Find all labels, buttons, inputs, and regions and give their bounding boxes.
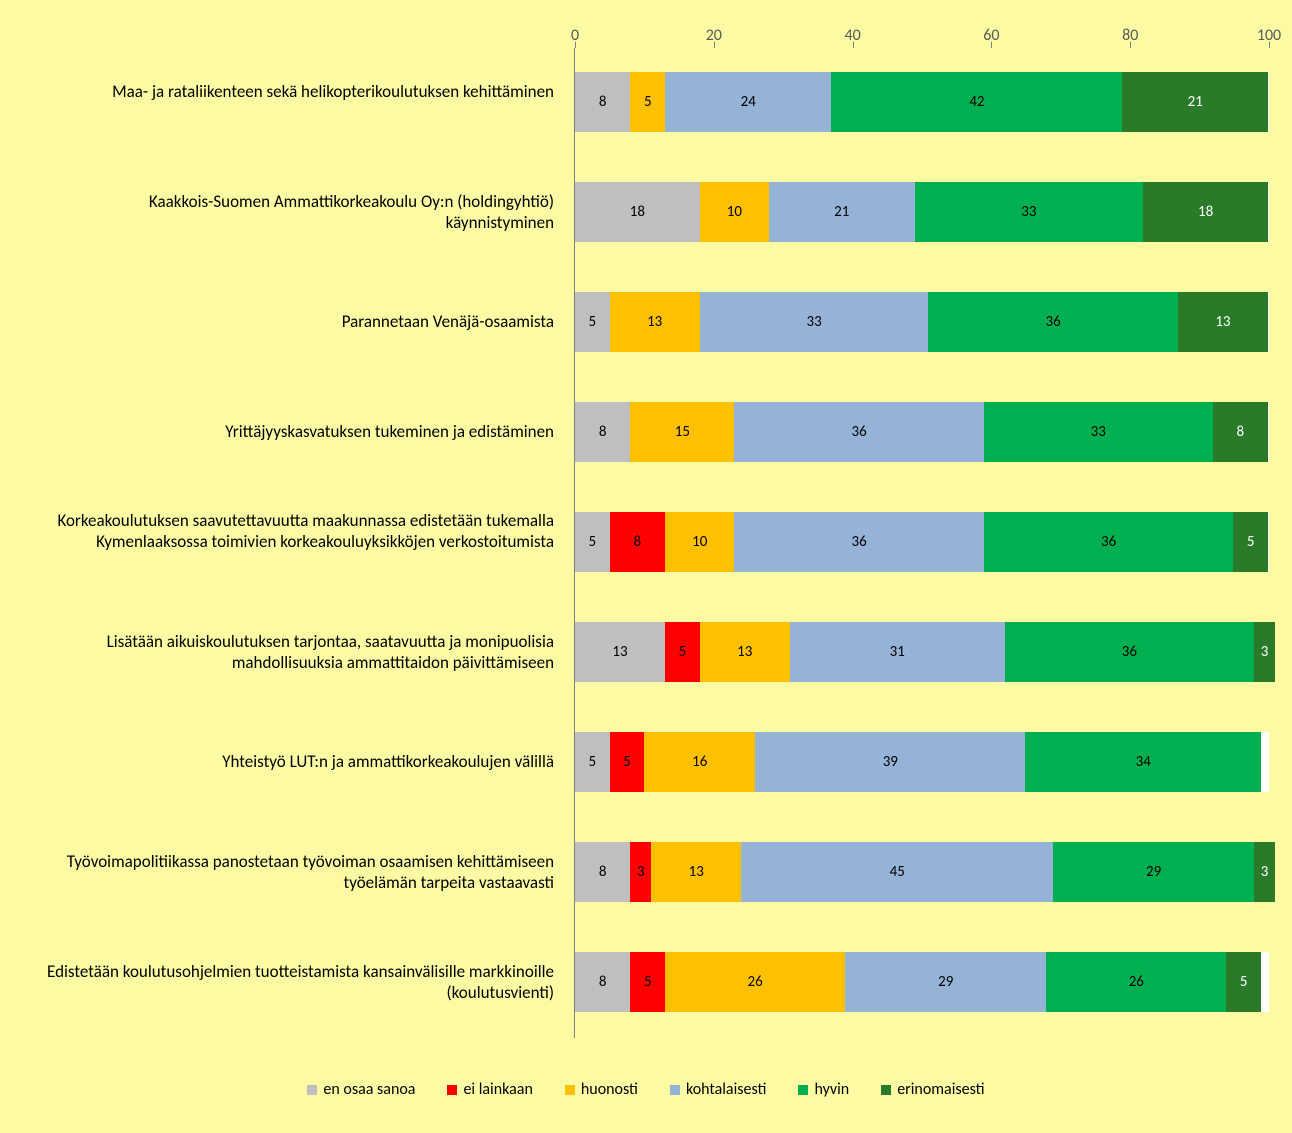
legend-label: ei lainkaan (463, 1080, 532, 1099)
legend-label: huonosti (581, 1080, 638, 1099)
legend-swatch (670, 1085, 680, 1095)
bar-row: 85244221 (575, 72, 1268, 132)
category-label: Työvoimapolitiikassa panostetaan työvoim… (40, 851, 564, 894)
bar-row: 831345293 (575, 842, 1268, 902)
bar-segment: 13 (1178, 292, 1268, 352)
legend-label: en osaa sanoa (323, 1080, 415, 1099)
stacked-bar-chart: 0204060801008524422118102133185133336138… (0, 0, 1292, 1133)
bar-row: 81536338 (575, 402, 1268, 462)
bar-segment: 8 (575, 952, 630, 1012)
bar-segment: 42 (831, 72, 1122, 132)
bar-segment: 5 (665, 622, 700, 682)
bar-segment: 8 (575, 72, 630, 132)
bar-segment: 36 (734, 402, 983, 462)
legend-label: erinomaisesti (897, 1080, 984, 1099)
bar-row: 513333613 (575, 292, 1268, 352)
bar-segment: 8 (610, 512, 665, 572)
bar-segment: 15 (630, 402, 734, 462)
bar-segment: 21 (1122, 72, 1268, 132)
legend-swatch (447, 1085, 457, 1095)
legend: en osaa sanoa ei lainkaan huonosti kohtalai… (0, 1080, 1292, 1099)
bar-segment: 18 (1143, 182, 1268, 242)
bar-segment: 33 (915, 182, 1144, 242)
bar-segment: 3 (630, 842, 651, 902)
legend-swatch (307, 1085, 317, 1095)
bar-segment: 8 (1213, 402, 1268, 462)
legend-label: kohtalaisesti (686, 1080, 766, 1099)
bar-segment: 13 (700, 622, 790, 682)
legend-swatch (798, 1085, 808, 1095)
category-label: Edistetään koulutusohjelmien tuotteistam… (40, 961, 564, 1004)
bar-segment: 3 (1254, 622, 1275, 682)
legend-item: erinomaisesti (881, 1080, 984, 1099)
category-label: Kaakkois-Suomen Ammattikorkeakoulu Oy:n … (40, 191, 564, 234)
bar-segment: 29 (1053, 842, 1254, 902)
category-label: Korkeakoulutuksen saavutettavuutta maaku… (40, 510, 564, 553)
bar-segment: 5 (575, 512, 610, 572)
legend-swatch (881, 1085, 891, 1095)
bar-segment: 39 (755, 732, 1025, 792)
category-label: Lisätään aikuiskoulutuksen tarjontaa, sa… (40, 631, 564, 674)
category-label: Parannetaan Venäjä-osaamista (40, 311, 564, 332)
legend-swatch (565, 1085, 575, 1095)
bar-segment: 5 (575, 732, 610, 792)
legend-item: huonosti (565, 1080, 638, 1099)
bar-row: 852629265 (575, 952, 1268, 1012)
bar-segment: 5 (630, 72, 665, 132)
bar-segment: 36 (984, 512, 1233, 572)
bar-segment: 18 (575, 182, 700, 242)
plot-area: 0204060801008524422118102133185133336138… (574, 48, 1268, 1038)
bar-segment: 34 (1025, 732, 1261, 792)
bar-segment: 36 (928, 292, 1177, 352)
legend-item: en osaa sanoa (307, 1080, 415, 1099)
bar-segment: 16 (644, 732, 755, 792)
bar-segment: 5 (610, 732, 645, 792)
legend-item: hyvin (798, 1080, 849, 1099)
bar-segment: 36 (1005, 622, 1254, 682)
bar-segment: 10 (665, 512, 734, 572)
bar-segment: 33 (984, 402, 1213, 462)
bar-segment: 13 (651, 842, 741, 902)
bar-segment: 5 (1226, 952, 1261, 1012)
category-label: Yhteistyö LUT:n ja ammattikorkeakoulujen… (40, 751, 564, 772)
bar-segment: 10 (700, 182, 769, 242)
bar-row: 55163934 (575, 732, 1268, 792)
legend-item: ei lainkaan (447, 1080, 532, 1099)
legend-item: kohtalaisesti (670, 1080, 766, 1099)
bar-segment: 8 (575, 402, 630, 462)
bar-segment: 26 (665, 952, 845, 1012)
bar-row: 1810213318 (575, 182, 1268, 242)
bar-segment: 24 (665, 72, 831, 132)
bar-segment: 5 (575, 292, 610, 352)
bar-segment: 5 (1233, 512, 1268, 572)
bar-segment: 36 (734, 512, 983, 572)
bar-segment: 13 (610, 292, 700, 352)
bar-segment: 5 (630, 952, 665, 1012)
bar-segment: 3 (1254, 842, 1275, 902)
bar-segment: 31 (790, 622, 1005, 682)
bar-segment: 26 (1046, 952, 1226, 1012)
category-label: Maa- ja rataliikenteen sekä helikopterik… (40, 81, 564, 102)
bar-row: 581036365 (575, 512, 1268, 572)
bar-segment: 45 (741, 842, 1053, 902)
bar-segment: 29 (845, 952, 1046, 1012)
category-label: Yrittäjyyskasvatuksen tukeminen ja edist… (40, 421, 564, 442)
bar-row: 1351331363 (575, 622, 1268, 682)
legend-label: hyvin (814, 1080, 849, 1099)
bar-segment: 13 (575, 622, 665, 682)
bar-segment: 33 (700, 292, 929, 352)
bar-segment: 21 (769, 182, 915, 242)
bar-segment: 8 (575, 842, 630, 902)
